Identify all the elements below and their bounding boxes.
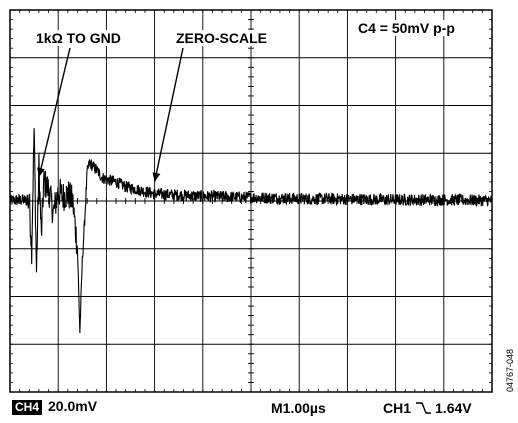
falling-edge-icon — [416, 402, 432, 414]
annotation-arrows — [37, 47, 184, 183]
amplitude-readout: C4 = 50mV p-p — [356, 20, 457, 36]
channel-readout: CH4 20.0mV — [12, 398, 98, 416]
trigger-channel: CH1 — [383, 400, 412, 416]
graticule-ticks — [9, 9, 493, 393]
timebase-readout: M1.00µs — [271, 400, 326, 416]
annotation-zero-scale: ZERO-SCALE — [174, 30, 269, 46]
annotation-1k-to-gnd: 1kΩ TO GND — [34, 30, 123, 46]
trace-layer — [9, 128, 493, 334]
arrow-zero-scale-head — [152, 172, 161, 182]
ch4-trace — [9, 128, 493, 334]
figure-id: 04767-048 — [505, 348, 515, 392]
channel-badge: CH4 — [12, 400, 43, 416]
channel-scale: 20.0mV — [48, 398, 98, 414]
trigger-readout: CH1 1.64V — [383, 401, 472, 415]
arrow-zero-scale — [153, 47, 184, 183]
trigger-level: 1.64V — [435, 400, 472, 416]
arrow-1k-to-gnd — [38, 47, 71, 178]
arrow-1k-to-gnd-head — [37, 167, 45, 178]
